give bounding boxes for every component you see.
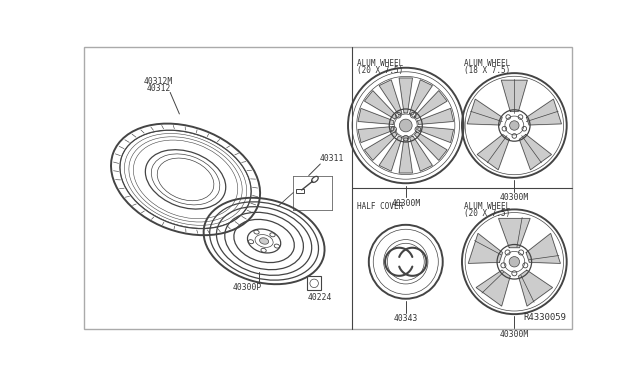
Text: 40312M: 40312M (144, 77, 173, 86)
Polygon shape (476, 270, 510, 306)
Polygon shape (415, 132, 447, 160)
Text: HALF COVER: HALF COVER (357, 202, 403, 211)
Text: (20 X 7.5): (20 X 7.5) (464, 209, 511, 218)
Polygon shape (418, 126, 454, 142)
Polygon shape (526, 233, 561, 263)
Polygon shape (477, 135, 509, 170)
Polygon shape (527, 99, 561, 125)
Text: 40311: 40311 (319, 154, 344, 163)
Polygon shape (358, 108, 394, 124)
Polygon shape (399, 138, 412, 173)
Circle shape (509, 257, 520, 267)
Polygon shape (365, 132, 397, 160)
Text: 40300M: 40300M (391, 199, 420, 208)
Text: R4330059: R4330059 (524, 313, 566, 322)
Ellipse shape (260, 238, 269, 244)
Polygon shape (501, 80, 527, 111)
Text: ALUM WHEEL: ALUM WHEEL (357, 58, 403, 67)
Polygon shape (518, 270, 552, 306)
Text: (20 X 7.5): (20 X 7.5) (357, 66, 403, 75)
Text: 40300M: 40300M (500, 330, 529, 339)
Circle shape (509, 121, 519, 130)
Circle shape (399, 119, 412, 132)
Polygon shape (358, 126, 394, 142)
Text: ALUM WHEEL: ALUM WHEEL (464, 58, 511, 67)
Polygon shape (468, 233, 502, 263)
Polygon shape (519, 135, 552, 170)
Polygon shape (379, 80, 402, 115)
Polygon shape (379, 136, 402, 171)
Polygon shape (410, 80, 433, 115)
Polygon shape (499, 218, 530, 248)
Polygon shape (418, 108, 454, 124)
Polygon shape (415, 91, 447, 119)
Polygon shape (467, 99, 502, 125)
Text: ALUM WHEEL: ALUM WHEEL (464, 202, 511, 211)
Polygon shape (365, 91, 397, 119)
Text: 40300P: 40300P (232, 283, 262, 292)
Text: 40343: 40343 (394, 314, 418, 323)
Polygon shape (399, 78, 412, 113)
Text: 40300M: 40300M (500, 193, 529, 202)
Text: 40312: 40312 (147, 84, 171, 93)
Text: (18 X 7.5): (18 X 7.5) (464, 66, 511, 75)
Polygon shape (410, 136, 433, 171)
Text: 40224: 40224 (308, 293, 333, 302)
